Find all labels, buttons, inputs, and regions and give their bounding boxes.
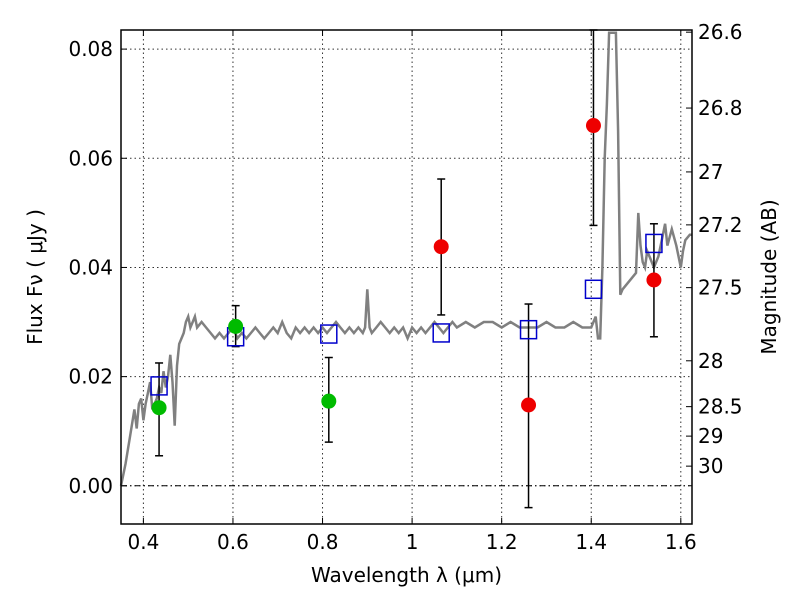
model-photometry-point-5 [584,279,603,300]
right-tick-label-1: 26.8 [698,96,743,120]
plot-frame [120,29,693,525]
right-tick-label-3: 27.2 [698,213,743,237]
model-photometry-point-0 [150,376,168,396]
y-tick-label-0: 0.00 [68,474,113,498]
measured-points [151,118,662,416]
x-tick-label-5: 1.4 [575,530,607,554]
measurements-point-2 [585,118,601,134]
detections-point-2 [321,393,337,409]
measurements-point-0 [433,239,449,255]
x-tick-label-0: 0.4 [127,530,159,554]
model-photometry-squares [150,233,663,396]
x-tick-label-6: 1.6 [665,530,697,554]
right-tick-label-8: 30 [698,454,723,478]
y-tick-label-3: 0.06 [68,146,113,170]
y-tick-label-4: 0.08 [68,37,113,61]
model-sed-line [119,31,692,487]
model-photometry-point-3 [432,323,450,343]
right-tick-label-0: 26.6 [698,20,743,44]
right-tick-label-5: 28 [698,349,723,373]
right-axis-ticks: 26.6 26.8 27 27.2 27.5 28 28.5 29 30 [686,20,743,478]
model-photometry-point-6 [645,233,663,254]
right-axis-label: Magnitude (AB) [757,199,781,354]
measurements-point-3 [646,272,662,288]
y-axis-label: Flux Fν ( μJy ) [23,209,47,345]
y-tick-label-2: 0.04 [68,255,113,279]
model-photometry-point-2 [320,324,338,344]
x-tick-label-4: 1.2 [486,530,518,554]
x-axis-label: Wavelength λ (μm) [311,563,502,587]
right-tick-label-4: 27.5 [698,276,743,300]
detections-point-1 [228,318,244,334]
model-photometry-point-4 [519,319,538,340]
detections-point-0 [151,400,167,416]
right-tick-label-7: 29 [698,424,723,448]
right-tick-label-2: 27 [698,160,723,184]
y-axis-ticks: 0.00 0.02 0.04 0.06 0.08 [68,37,127,498]
measurements-point-1 [521,397,537,413]
x-axis-ticks: 0.4 0.6 0.8 1 1.2 1.4 1.6 [127,30,697,554]
x-tick-label-2: 0.8 [307,530,339,554]
y-tick-label-1: 0.02 [68,365,113,389]
right-tick-label-6: 28.5 [698,395,743,419]
x-tick-label-3: 1 [406,530,419,554]
x-tick-label-1: 0.6 [217,530,249,554]
